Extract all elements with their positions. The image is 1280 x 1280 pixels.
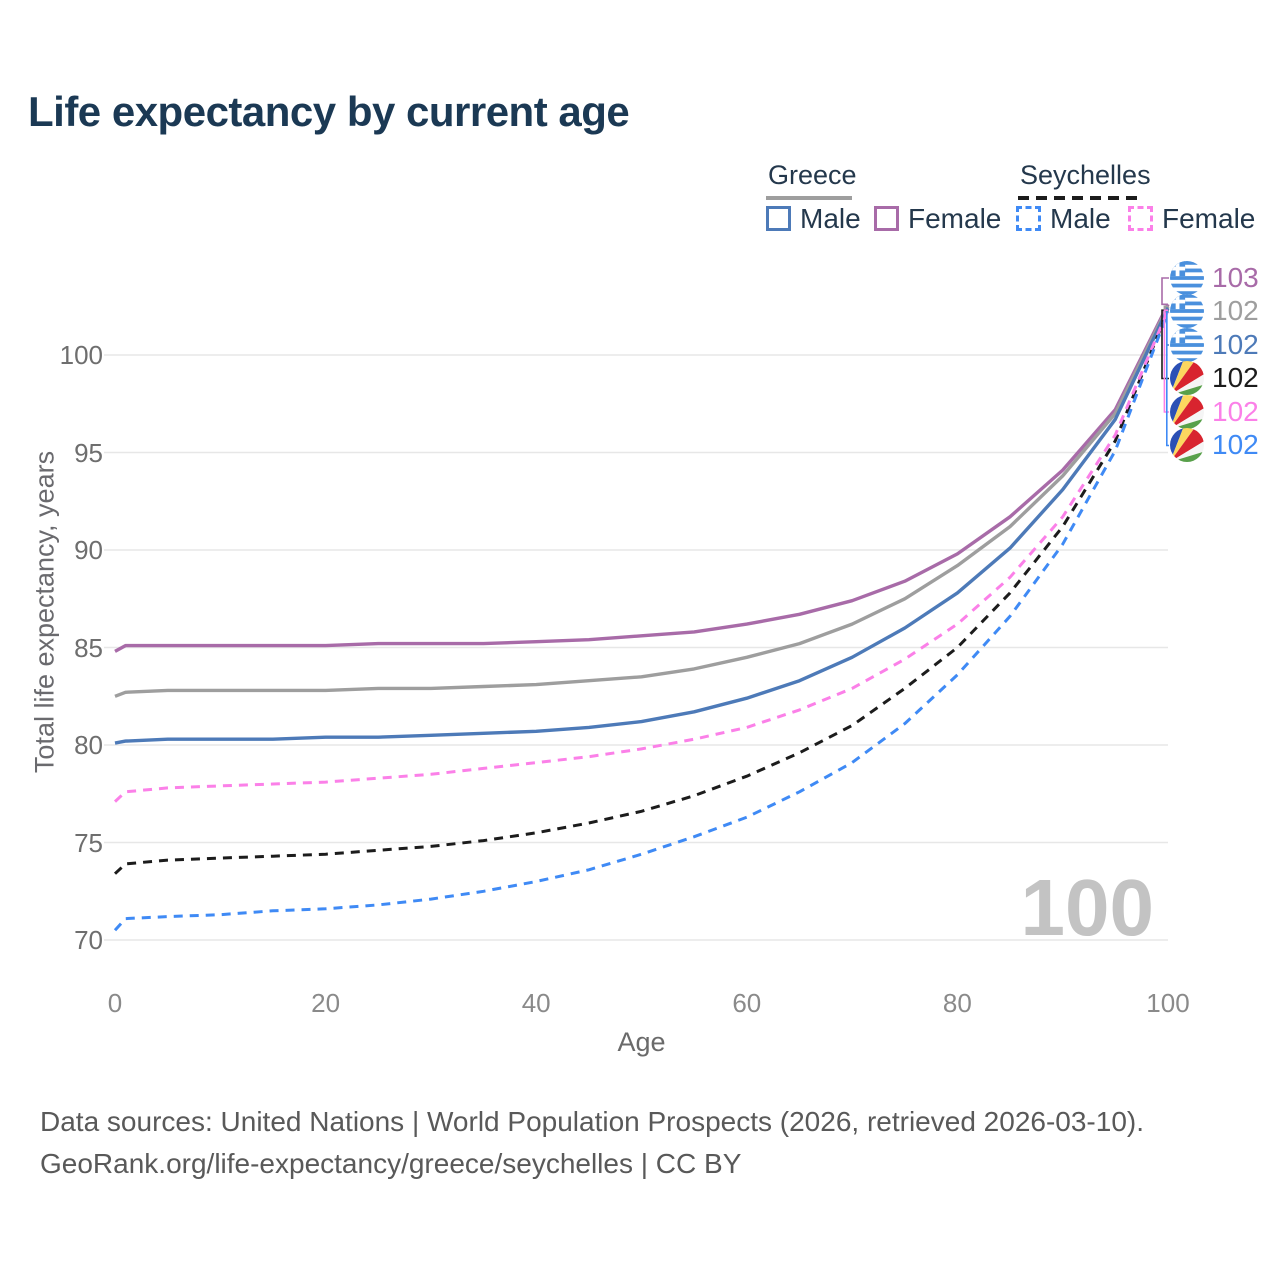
legend-seychelles-male-swatch[interactable] [1016, 206, 1041, 231]
page-title: Life expectancy by current age [28, 88, 630, 135]
legend-seychelles-female-label[interactable]: Female [1162, 203, 1256, 234]
end-label-greece-female: 103 [1170, 261, 1259, 295]
y-tick-label-100: 100 [59, 340, 103, 370]
attribution-text: GeoRank.org/life-expectancy/greece/seych… [40, 1148, 742, 1179]
x-tick-label-0: 0 [107, 988, 123, 1018]
seychelles-flag-icon [1170, 395, 1204, 429]
y-tick-label-80: 80 [74, 730, 103, 760]
end-label-greece-male: 102 [1170, 328, 1259, 362]
data-sources-text: Data sources: United Nations | World Pop… [40, 1106, 1145, 1137]
y-tick-label-75: 75 [74, 827, 103, 858]
y-axis-title: Total life expectancy, years [29, 450, 60, 774]
legend-group-greece-title[interactable]: Greece [768, 160, 857, 190]
series-line-greece-male[interactable] [114, 307, 1170, 745]
x-tick-label-80: 80 [942, 988, 972, 1018]
end-value: 102 [1212, 329, 1259, 360]
y-tick-label-95: 95 [74, 437, 103, 468]
series-line-greece-female[interactable] [114, 303, 1170, 653]
legend-seychelles-male-label[interactable]: Male [1050, 203, 1111, 234]
series-line-seychelles-female[interactable] [113, 309, 1170, 803]
greece-flag-icon [1170, 294, 1204, 328]
x-tick-label-20: 20 [311, 988, 341, 1018]
seychelles-line-style-swatch [1018, 196, 1139, 200]
legend-group-seychelles-title[interactable]: Seychelles [1020, 160, 1151, 190]
end-value: 102 [1212, 295, 1259, 326]
x-tick-label-100: 100 [1146, 988, 1190, 1018]
leader-line-5 [1166, 311, 1169, 447]
end-value: 102 [1212, 396, 1259, 427]
legend-greece-female-swatch[interactable] [874, 206, 899, 231]
greece-flag-icon [1170, 261, 1204, 295]
greece-flag-icon [1170, 328, 1204, 362]
x-tick-label-60: 60 [732, 988, 762, 1018]
series-line-seychelles-both-sexes[interactable] [113, 309, 1170, 875]
end-label-seychelles-both: 102 [1170, 361, 1259, 395]
legend-seychelles-female-swatch[interactable] [1128, 206, 1153, 231]
seychelles-flag-icon [1170, 428, 1204, 462]
legend-greece-male-swatch[interactable] [766, 206, 791, 231]
end-value: 102 [1212, 429, 1259, 460]
x-tick-label-40: 40 [521, 988, 551, 1018]
series-line-seychelles-male[interactable] [113, 311, 1170, 932]
age-counter-watermark: 100 [1020, 863, 1154, 952]
y-tick-label-70: 70 [74, 925, 103, 955]
legend-greece-female-label[interactable]: Female [908, 203, 1002, 234]
x-axis-title: Age [617, 1027, 666, 1057]
greece-line-style-swatch [766, 196, 852, 200]
end-label-seychelles-female: 102 [1170, 395, 1259, 429]
end-label-seychelles-male: 102 [1170, 428, 1259, 462]
series-line-greece-both-sexes[interactable] [114, 305, 1170, 698]
end-label-greece-both: 102 [1170, 294, 1259, 328]
legend-greece-male-label[interactable]: Male [800, 203, 861, 234]
seychelles-flag-icon [1170, 361, 1204, 395]
leader-line-0 [1161, 277, 1169, 306]
end-value: 103 [1212, 262, 1259, 293]
y-tick-label-85: 85 [74, 632, 103, 663]
y-tick-label-90: 90 [74, 535, 103, 565]
end-value: 102 [1212, 362, 1259, 393]
